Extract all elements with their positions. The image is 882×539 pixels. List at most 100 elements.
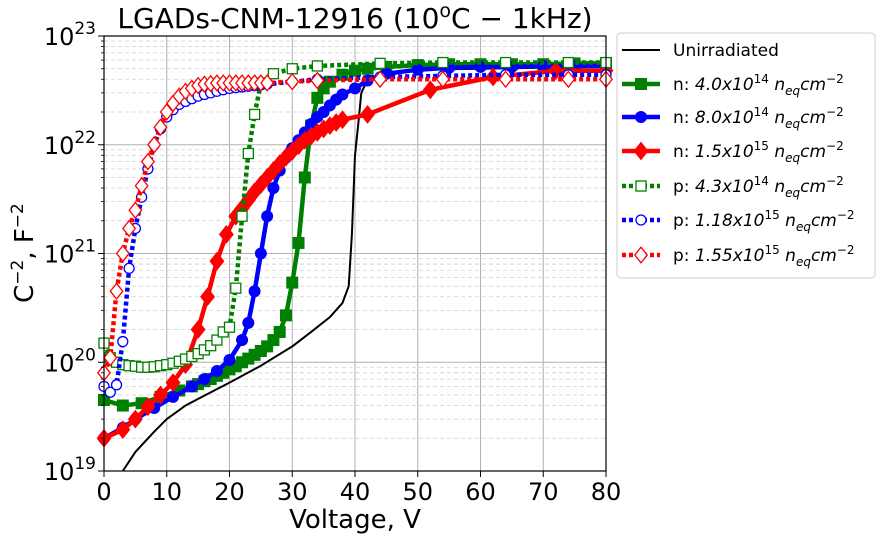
- x-tick-label: 70: [528, 478, 559, 506]
- data-point: [236, 210, 248, 222]
- data-point: [499, 56, 512, 69]
- data-point: [260, 74, 275, 92]
- data-point: [437, 56, 449, 69]
- data-point: [317, 82, 330, 95]
- y-tick-label: 1020: [44, 345, 96, 377]
- data-point: [190, 320, 206, 339]
- data-point: [209, 251, 225, 271]
- data-point: [373, 70, 388, 89]
- y-tick-label: 1022: [44, 128, 96, 160]
- data-point: [223, 321, 236, 333]
- data-point: [562, 56, 574, 69]
- legend-label: n: 4.0x1014 neqcm−2: [673, 72, 844, 98]
- legend-label: n: 8.0x1014 neqcm−2: [673, 105, 844, 131]
- data-point: [334, 110, 350, 130]
- data-point: [140, 397, 156, 417]
- data-point: [498, 70, 513, 89]
- data-point: [165, 373, 181, 392]
- legend-marker: [633, 141, 649, 161]
- data-point: [374, 57, 386, 70]
- legend-marker: [635, 180, 647, 192]
- data-point: [360, 105, 376, 124]
- data-point: [140, 152, 155, 171]
- data-point: [123, 262, 135, 275]
- data-point: [103, 348, 118, 367]
- legend-frame: [616, 32, 876, 279]
- legend-label: p: 4.3x1014 neqcm−2: [673, 174, 844, 200]
- data-point: [279, 309, 292, 322]
- y-axis-label: C−2, F−2: [8, 203, 40, 303]
- data-point: [134, 176, 149, 195]
- data-point: [211, 334, 223, 346]
- y-tick-label: 1021: [44, 237, 96, 269]
- x-tick-label: 0: [96, 478, 111, 506]
- series-3: [96, 61, 614, 448]
- data-point: [198, 373, 211, 386]
- data-point: [435, 70, 450, 89]
- data-point: [349, 82, 361, 95]
- data-point: [223, 353, 236, 366]
- y-tick-label: 1019: [44, 454, 96, 486]
- data-point: [218, 224, 234, 244]
- x-axis-label: Voltage, V: [289, 505, 421, 535]
- legend-label: Unirradiated: [673, 41, 779, 61]
- legend-marker: [633, 246, 649, 264]
- data-point: [248, 108, 261, 121]
- data-point: [153, 385, 168, 405]
- data-point: [273, 325, 286, 338]
- x-tick-label: 10: [151, 478, 182, 506]
- data-point: [147, 135, 162, 154]
- legend-marker: [635, 78, 647, 90]
- legend: Unirradiated n: 4.0x1014 neqcm−2 n: 8.0x10…: [616, 32, 876, 279]
- data-point: [561, 70, 576, 89]
- data-point: [261, 210, 274, 223]
- data-point: [115, 420, 131, 440]
- x-tick-label: 20: [214, 478, 245, 506]
- series-6: [96, 70, 614, 382]
- x-tick-label: 80: [591, 478, 622, 506]
- data-point: [242, 316, 255, 329]
- data-point: [310, 71, 325, 90]
- data-point: [267, 334, 280, 347]
- data-point: [167, 390, 180, 403]
- data-point: [311, 60, 324, 72]
- x-tick-label: 30: [277, 478, 308, 506]
- data-point: [261, 340, 274, 353]
- data-point: [122, 219, 137, 238]
- data-point: [267, 68, 280, 80]
- legend-marker: [635, 214, 647, 226]
- data-point: [153, 118, 168, 137]
- data-point: [115, 244, 130, 263]
- x-tick-label: 40: [340, 478, 371, 506]
- data-point: [349, 64, 361, 77]
- data-point: [311, 91, 324, 104]
- data-point: [336, 88, 349, 101]
- data-point: [117, 335, 129, 348]
- data-point: [200, 287, 215, 307]
- data-point: [411, 63, 424, 76]
- series-layer: [96, 56, 614, 472]
- data-point: [110, 379, 123, 391]
- data-point: [286, 276, 299, 289]
- data-point: [267, 182, 280, 195]
- data-point: [298, 171, 311, 184]
- data-point: [128, 201, 143, 220]
- data-point: [127, 409, 143, 429]
- data-point: [292, 236, 305, 249]
- data-point: [422, 80, 438, 100]
- chart-title: LGADs-CNM-12916 (10oC − 1kHz): [117, 0, 592, 35]
- data-point: [230, 282, 242, 294]
- data-point: [285, 72, 300, 91]
- legend-label: p: 1.18x1015 neqcm−2: [673, 208, 855, 234]
- data-point: [210, 365, 223, 378]
- legend-label: n: 1.5x1015 neqcm−2: [673, 139, 844, 165]
- data-point: [185, 380, 198, 393]
- legend-label: p: 1.55x1015 neqcm−2: [673, 243, 855, 269]
- data-point: [109, 282, 124, 301]
- data-point: [254, 247, 267, 260]
- data-point: [248, 285, 261, 298]
- legend-marker: [635, 111, 647, 123]
- data-point: [104, 386, 116, 398]
